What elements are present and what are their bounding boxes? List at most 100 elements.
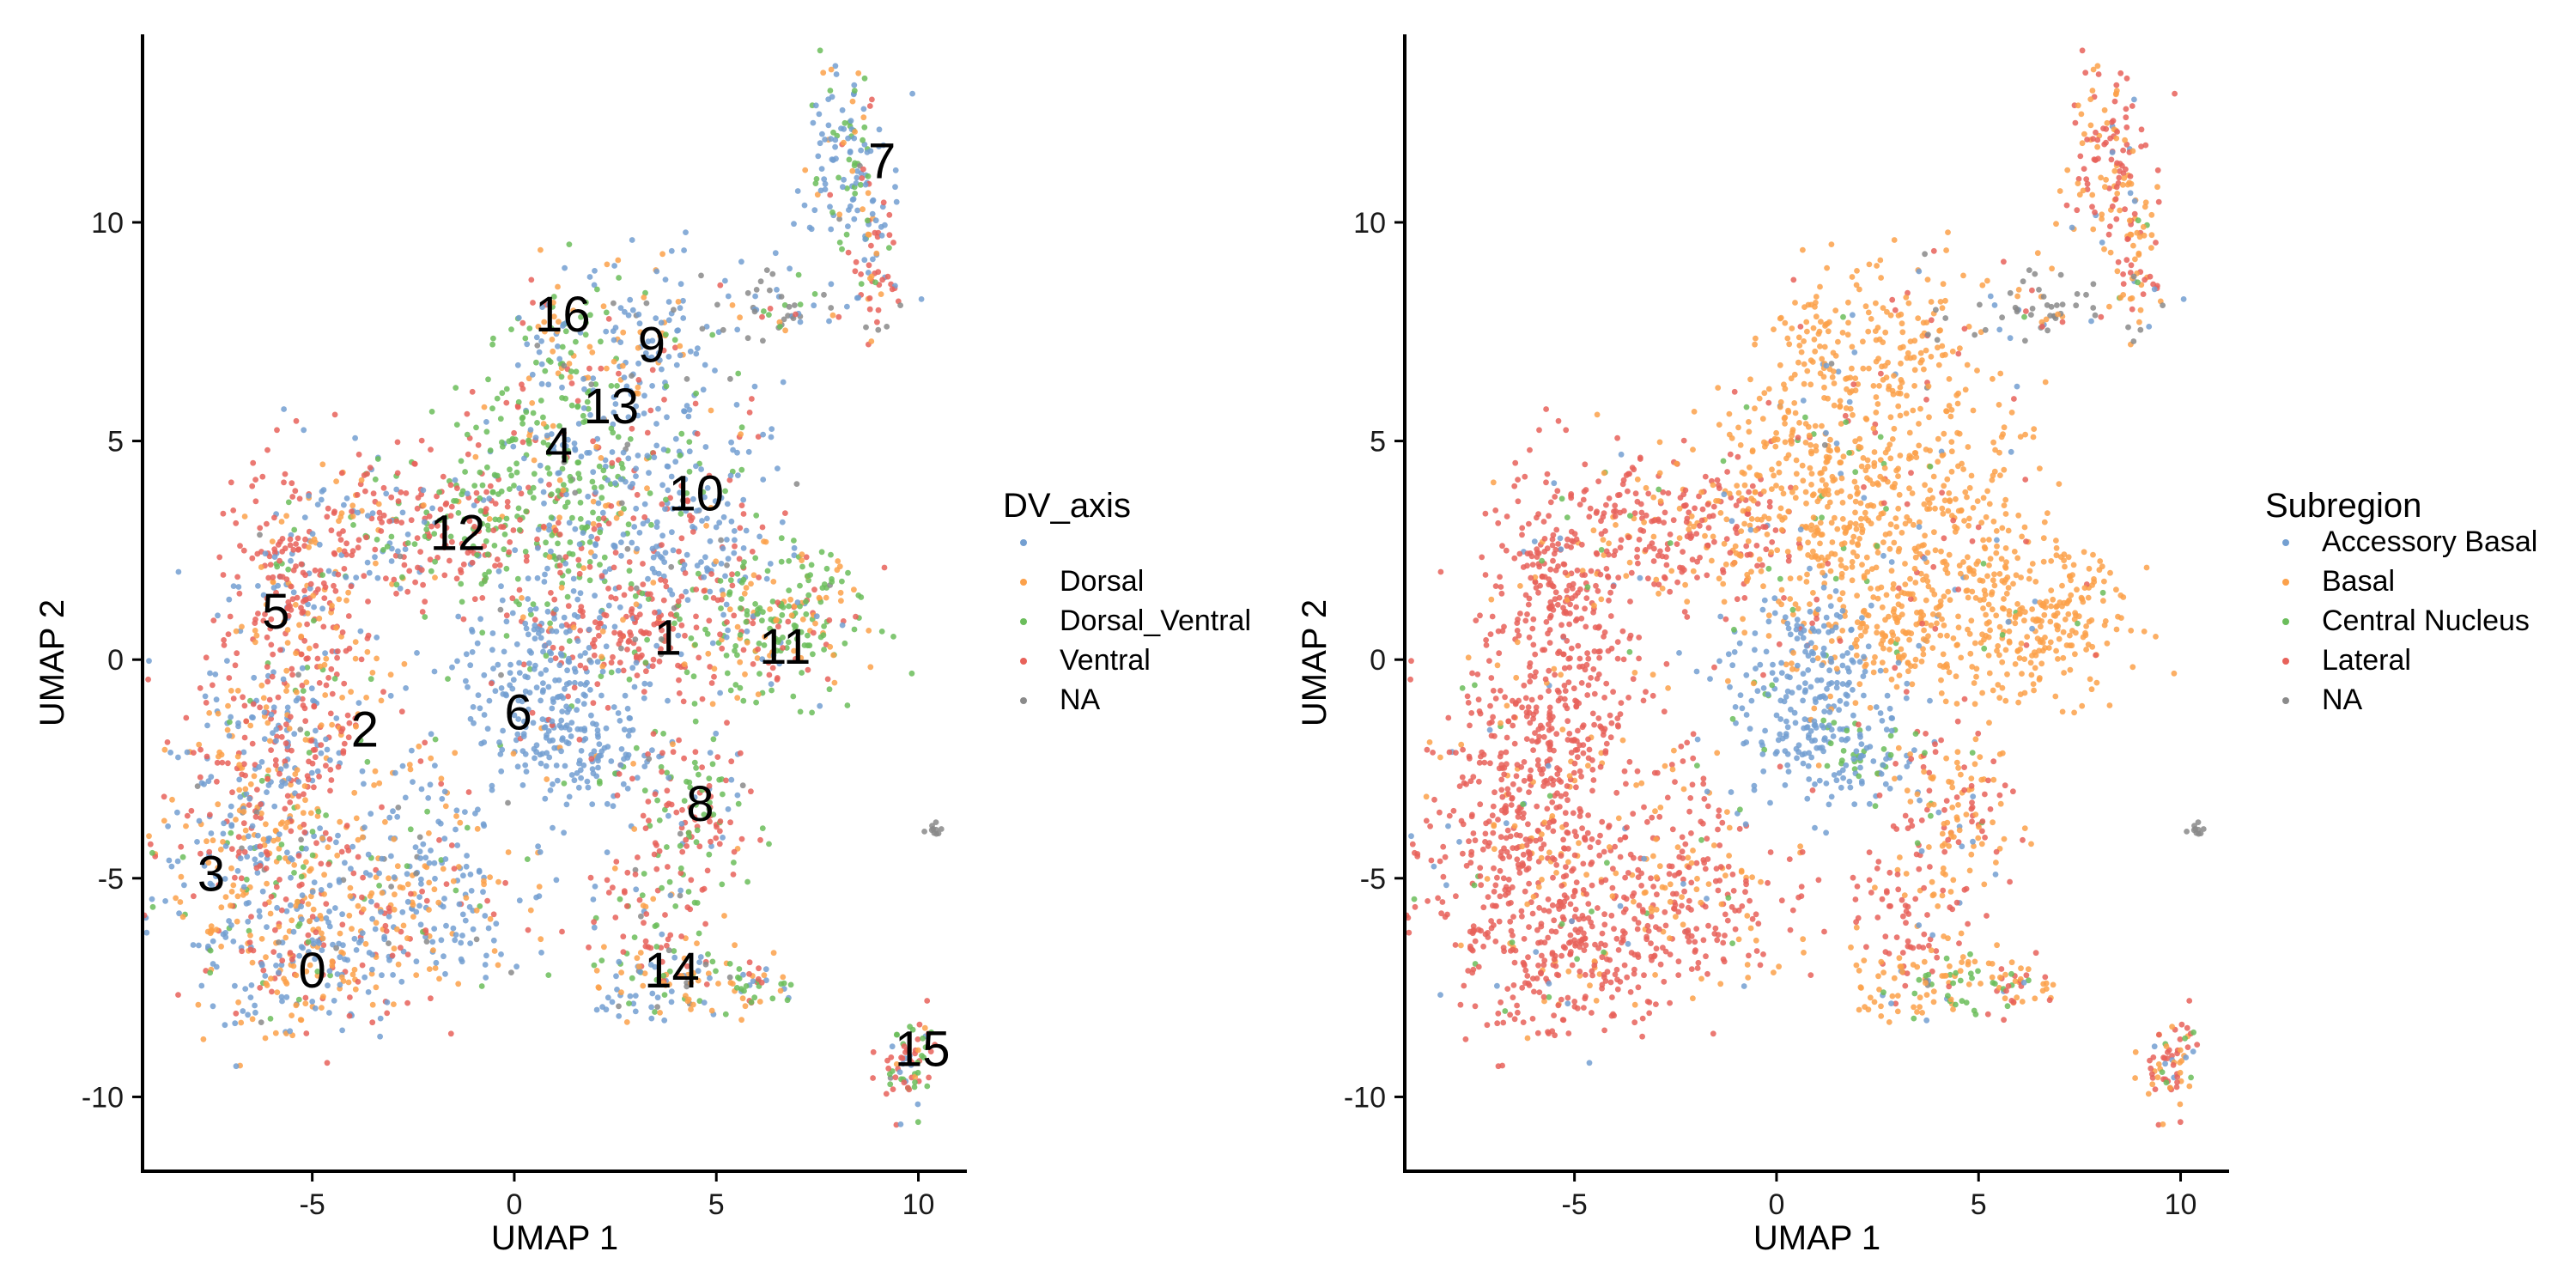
cell-point <box>304 665 311 671</box>
cell-point <box>314 501 321 507</box>
cell-point <box>336 940 342 947</box>
cell-point <box>1547 612 1554 619</box>
cluster-label: 1 <box>654 611 682 666</box>
cell-point <box>313 727 319 734</box>
cell-point <box>242 986 249 992</box>
cell-point <box>278 962 285 969</box>
cluster-label: 3 <box>197 847 225 902</box>
cell-point <box>1571 738 1577 744</box>
cell-point <box>720 545 726 552</box>
cell-point <box>549 532 556 538</box>
cell-point <box>452 477 459 483</box>
cell-point <box>858 281 865 287</box>
cell-point <box>270 669 276 676</box>
cell-point <box>462 469 468 475</box>
cell-point <box>1482 839 1488 845</box>
cell-point <box>301 829 308 835</box>
cell-point <box>309 852 316 859</box>
cell-point <box>658 319 665 326</box>
cell-point <box>340 528 346 534</box>
cell-point <box>534 574 541 581</box>
cell-point <box>310 592 317 599</box>
x-tick-label: 10 <box>902 1188 935 1221</box>
cell-point <box>196 741 203 748</box>
cell-point <box>1589 908 1595 914</box>
cell-point <box>724 537 730 543</box>
cell-point <box>303 679 310 685</box>
cell-point <box>453 807 460 814</box>
cell-point <box>261 842 268 848</box>
cell-point <box>534 536 540 543</box>
cell-point <box>678 821 685 827</box>
cell-point <box>343 574 349 580</box>
cell-point <box>1501 948 1507 955</box>
cell-point <box>821 647 827 653</box>
cell-point <box>1564 994 1571 1001</box>
cell-point <box>575 421 582 427</box>
cell-point <box>735 974 741 981</box>
cell-point <box>290 963 297 969</box>
cell-point <box>552 677 558 683</box>
cell-point <box>458 567 464 573</box>
cell-point <box>219 759 226 766</box>
cell-point <box>704 515 710 522</box>
cell-point <box>236 848 242 855</box>
cell-point <box>652 963 659 970</box>
cell-point <box>738 596 744 602</box>
cell-point <box>797 319 804 325</box>
cell-point <box>481 712 488 718</box>
cell-point <box>1525 980 1532 987</box>
cell-point <box>839 622 846 629</box>
cell-point <box>750 661 756 667</box>
cell-point <box>262 611 268 617</box>
cell-point <box>419 609 426 615</box>
cell-point <box>1607 589 1613 596</box>
cell-point <box>769 270 776 277</box>
cell-point <box>179 854 186 860</box>
cell-point <box>582 650 588 656</box>
cell-point <box>640 520 647 527</box>
cell-point <box>1621 894 1627 901</box>
cell-point <box>391 945 398 952</box>
cell-point <box>247 946 254 953</box>
cell-point <box>1503 820 1510 827</box>
cell-point <box>501 546 507 553</box>
cell-point <box>341 680 348 687</box>
cell-point <box>281 406 287 412</box>
cell-point <box>713 730 720 737</box>
cell-point <box>1500 875 1507 882</box>
cell-point <box>714 301 720 308</box>
cell-point <box>644 636 650 643</box>
cell-point <box>1555 902 1561 909</box>
cell-point <box>294 594 301 601</box>
cell-point <box>716 519 723 526</box>
cell-point <box>550 824 556 831</box>
cell-point <box>470 704 477 710</box>
cell-point <box>620 667 627 674</box>
cell-point <box>318 750 325 756</box>
cell-point <box>738 835 745 842</box>
cell-point <box>724 670 731 677</box>
cell-point <box>1512 459 1519 466</box>
cell-point <box>868 273 875 280</box>
cell-point <box>525 596 532 602</box>
cell-point <box>1504 986 1511 992</box>
cell-point <box>594 536 600 542</box>
cell-point <box>529 400 536 406</box>
cell-point <box>325 675 331 681</box>
cell-point <box>423 864 430 871</box>
cell-point <box>717 828 723 835</box>
cell-point <box>364 559 371 566</box>
cell-point <box>464 410 471 417</box>
cell-point <box>477 616 483 623</box>
cell-point <box>516 586 523 593</box>
cell-point <box>450 878 457 884</box>
cell-point <box>528 649 534 656</box>
cell-point <box>594 435 601 442</box>
cell-point <box>1507 1012 1513 1018</box>
cell-point <box>519 614 526 621</box>
cell-point <box>386 875 392 882</box>
cell-point <box>736 556 743 562</box>
cell-point <box>323 762 329 769</box>
